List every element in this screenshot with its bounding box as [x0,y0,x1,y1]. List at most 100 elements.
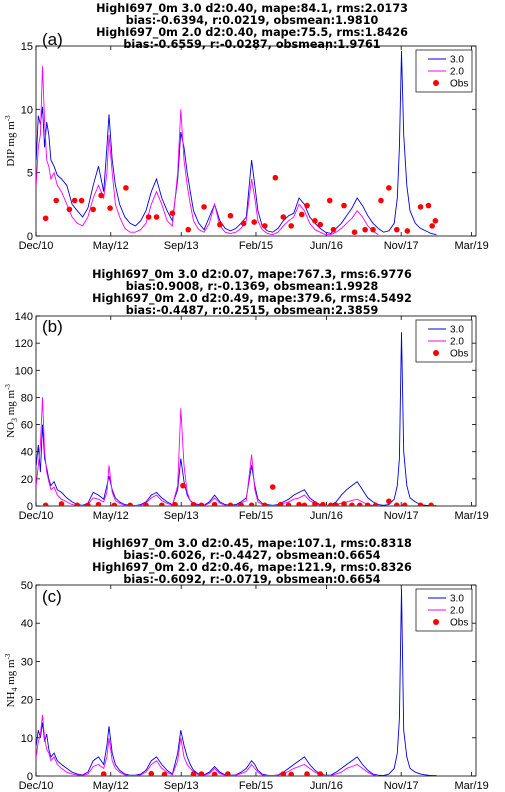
obs-point [53,197,60,204]
panel-header-line: bias:0.9008, r:-0.1369, obsmean:1.9928 [126,280,379,293]
obs-point [327,502,334,506]
y-tick-label: 40 [21,447,33,459]
obs-point [211,771,218,776]
obs-point [78,197,85,204]
panel-header-line: bias:-0.6092, r:-0.0719, obsmean:0.6654 [123,573,380,586]
obs-point [169,210,176,216]
obs-point [341,501,347,506]
obs-point [364,502,371,506]
y-tick-label: 20 [21,474,33,486]
x-tick-label: Mar/19 [454,780,488,792]
obs-point [425,202,432,209]
legend-marker-obs [433,80,439,86]
panel-c: HighI697_0m 3.0 d2:0.45, mape:107.1, rms… [4,537,489,792]
obs-point [71,197,78,204]
x-tick-label: Dec/10 [19,780,54,792]
x-tick-label: Feb/15 [239,780,273,792]
x-tick-label: May/12 [93,780,129,792]
obs-point [198,502,205,506]
obs-point [404,228,411,234]
obs-point [148,770,155,776]
x-tick-label: Mar/19 [454,240,488,252]
obs-point [326,197,333,204]
obs-point [288,223,294,229]
obs-point [261,502,268,506]
legend-entry: Obs [450,79,468,90]
panel-header-line: HighI697_0m 2.0 d2:0.40, mape:75.5, rms:… [96,26,408,39]
obs-point [143,502,149,506]
y-tick-label: 0 [27,231,33,243]
plot-area [36,588,437,776]
x-tick-label: Feb/15 [239,510,273,522]
obs-point [362,226,368,233]
x-tick-label: May/12 [93,240,129,252]
obs-point [428,502,434,506]
y-tick-label: 80 [21,392,33,404]
x-tick-label: Sep/13 [164,780,199,792]
obs-point [198,771,205,776]
y-tick-label: 40 [21,618,33,630]
x-tick-label: Nov/17 [384,780,419,792]
y-tick-label: 10 [21,733,33,745]
obs-point [429,223,435,229]
panel-header-line: bias:-0.6026, r:-0.4427, obsmean:0.6654 [123,549,380,562]
obs-point [386,185,392,191]
legend-entry: 2.0 [450,337,464,348]
panel-header-line: HighI697_0m 3.0 d2:0.40, mape:84.1, rms:… [96,2,408,15]
obs-point [330,226,337,233]
obs-point [248,502,255,506]
y-tick-label: 0 [27,771,33,783]
obs-point [161,771,168,776]
y-tick-label: 100 [15,365,33,377]
panel-header-line: bias:-0.6394, r:0.0219, obsmean:1.9810 [126,14,379,27]
obs-point [66,206,73,213]
obs-point [417,204,424,210]
y-tick-label: 15 [21,41,33,53]
obs-point [386,498,392,505]
y-tick-label: 0 [27,501,33,513]
obs-point [277,501,284,506]
panel-header-line: HighI697_0m 3.0 d2:0.07, mape:767.3, rms… [92,268,412,281]
obs-point [357,502,363,506]
x-tick-label: Dec/10 [19,510,54,522]
x-tick-label: Sep/13 [164,240,199,252]
series-line-2-0 [36,714,379,776]
obs-point [251,219,258,225]
y-tick-label: 50 [21,580,33,592]
obs-point [378,197,384,204]
obs-point [107,205,113,211]
series-line-2-0 [36,66,379,236]
x-tick-label: Feb/15 [239,240,273,252]
obs-point [317,771,324,776]
obs-point [240,220,247,227]
obs-point [145,214,152,220]
obs-point [172,501,178,506]
y-tick-label: 30 [21,656,33,668]
obs-point [280,214,287,220]
series-line-2-0 [36,397,379,506]
obs-point [272,174,279,181]
legend-entry: 2.0 [450,606,464,617]
obs-point [100,771,107,776]
axes-box [35,584,477,777]
obs-point [372,502,379,506]
obs-point [74,502,81,506]
obs-point [401,502,408,506]
obs-point [280,771,287,776]
obs-point [304,202,310,209]
obs-point [123,185,129,191]
obs-point [190,771,197,776]
y-axis-label: DIP mg m-3 [4,115,17,167]
legend-entry: 2.0 [450,67,464,78]
panel-header-line: HighI697_0m 3.0 d2:0.45, mape:107.1, rms… [92,537,412,550]
y-tick-label: 120 [15,338,33,350]
legend-marker-obs [433,619,439,625]
axes-box [35,315,477,507]
obs-point [393,226,400,233]
y-tick-label: 20 [21,695,33,707]
obs-point [312,218,318,224]
x-tick-label: Dec/10 [19,240,54,252]
y-tick-label: 5 [27,168,33,180]
